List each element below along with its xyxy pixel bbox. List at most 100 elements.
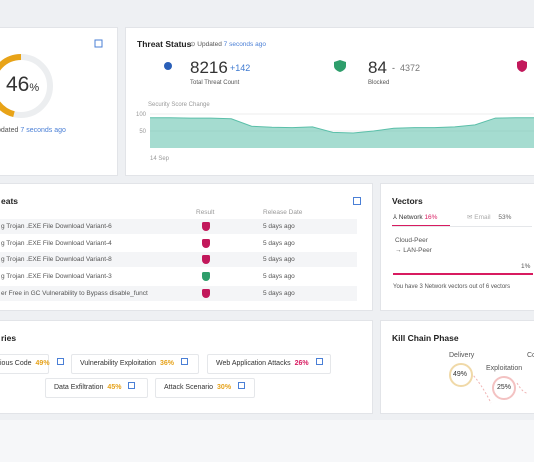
chip-icon xyxy=(56,358,64,365)
result-icon xyxy=(202,222,210,231)
categories-card: ries ious Code 49% Vulnerability Exploitat… xyxy=(0,320,373,414)
threat-row: g Trojan .EXE File Download Variant-8 5 d… xyxy=(0,252,357,268)
card-title: Threat Status xyxy=(137,39,192,49)
updated-time: 7 seconds ago xyxy=(20,127,66,134)
tab-label: Email xyxy=(474,214,491,221)
updated-label: Updated xyxy=(197,41,222,48)
vector-value: 1% xyxy=(521,263,531,270)
card-title: ries xyxy=(1,333,17,343)
card-title: Vectors xyxy=(392,196,423,206)
tab-label: Network xyxy=(398,214,423,221)
tab[interactable]: ⅄ Network 16% xyxy=(393,214,438,221)
chip-value: 36% xyxy=(160,360,175,367)
vector-from: Cloud-Peer xyxy=(395,237,428,244)
kill-chain-diagram xyxy=(449,363,528,404)
chip-value: 26% xyxy=(294,360,309,367)
chip-label: ious Code xyxy=(0,360,32,367)
shield-icon xyxy=(334,60,346,72)
category-chip[interactable]: Web Application Attacks 26% xyxy=(207,354,331,374)
bug-icon xyxy=(164,62,172,70)
chip-value: 49% xyxy=(35,360,50,367)
overview-card: 46% pdated 7 seconds ago xyxy=(0,27,118,176)
threat-row: g Trojan .EXE File Download Variant-4 5 d… xyxy=(0,235,357,251)
blocked-other: 4372 xyxy=(400,63,421,73)
tab-value: 16% xyxy=(424,214,438,221)
footer-strip xyxy=(0,420,534,462)
release-date: 5 days ago xyxy=(263,256,295,264)
vector-footer: You have 3 Network vectors out of 6 vect… xyxy=(393,284,511,290)
line xyxy=(150,117,534,134)
chip-icon xyxy=(238,382,246,389)
category-chip[interactable]: Attack Scenario 30% xyxy=(155,378,255,398)
threat-name: g Trojan .EXE File Download Variant-8 xyxy=(1,256,112,264)
chip-icon xyxy=(315,358,323,365)
total-value: 8216 xyxy=(190,58,228,77)
chip-label: Vulnerability Exploitation xyxy=(80,360,157,367)
category-chip[interactable]: Vulnerability Exploitation 36% xyxy=(71,354,199,374)
donut xyxy=(0,39,103,118)
chip-label: Attack Scenario xyxy=(164,384,214,391)
stat-icons xyxy=(164,60,527,72)
threat-status-card: Threat Status ⊙ Updated 7 seconds ago 82… xyxy=(125,27,534,176)
tab-value: 53% xyxy=(498,214,512,221)
release-date: 5 days ago xyxy=(263,289,295,297)
threat-row: er Free in GC Vulnerability to Bypass di… xyxy=(0,285,357,301)
chip-value: 30% xyxy=(217,384,232,391)
result-icon xyxy=(202,288,210,298)
y-tick-label: 100 xyxy=(136,112,147,118)
threat-name: er Free in GC Vulnerability to Bypass di… xyxy=(1,289,148,297)
score-unit: % xyxy=(29,82,40,94)
total-label: Total Threat Count xyxy=(190,80,240,86)
category-chip[interactable]: Data Exfiltration 45% xyxy=(45,378,148,398)
phase-value: 25% xyxy=(497,384,512,391)
updated-time: 7 seconds ago xyxy=(223,41,266,48)
phase-label: Delivery xyxy=(449,352,475,359)
blocked-sep: - xyxy=(392,63,395,73)
tab-underline xyxy=(392,225,450,227)
column-header: Result xyxy=(196,209,215,216)
score: 46% xyxy=(6,73,39,97)
tab[interactable]: ✉ Email 53% xyxy=(467,214,512,221)
result-icon xyxy=(202,238,210,248)
blocked-value: 84 xyxy=(368,58,387,77)
chip-value: 45% xyxy=(107,384,122,391)
export-icon xyxy=(94,39,103,48)
blocked-label: Blocked xyxy=(368,80,390,86)
kill-chain-card: Kill Chain Phase Delivery 49% Exploitati… xyxy=(380,320,534,414)
vectors-card: Vectors ⅄ Network 16% ✉ Email 53% Cloud-… xyxy=(380,183,534,311)
threat-name: g Trojan .EXE File Download Variant-4 xyxy=(1,239,112,247)
chip-icon xyxy=(128,382,136,389)
x-tick-label: 14 Sep xyxy=(150,156,170,162)
updated-label: pdated xyxy=(0,127,19,134)
divider xyxy=(392,226,532,227)
release-date: 5 days ago xyxy=(263,273,295,281)
updated: pdated 7 seconds ago xyxy=(0,127,66,134)
threat-name: g Trojan .EXE File Download Variant-6 xyxy=(1,223,112,230)
vector-to: → LAN-Peer xyxy=(395,247,432,254)
card-title: Kill Chain Phase xyxy=(392,333,459,343)
donut-arc xyxy=(0,54,53,118)
card-title: eats xyxy=(1,196,19,206)
threat-row: g Trojan .EXE File Download Variant-3 5 d… xyxy=(0,269,357,285)
updated: ⊙ Updated 7 seconds ago xyxy=(190,41,266,48)
result-icon xyxy=(202,255,210,265)
phase-value: 49% xyxy=(453,371,468,378)
release-date: 5 days ago xyxy=(263,239,295,247)
threats-card: eats Result Release Date g Trojan .EXE F… xyxy=(0,183,373,311)
chip-icon xyxy=(181,358,189,365)
vector-bar xyxy=(393,273,533,275)
column-header: Release Date xyxy=(263,209,303,216)
threat-name: g Trojan .EXE File Download Variant-3 xyxy=(1,273,112,281)
score-value: 46 xyxy=(6,73,30,96)
chart-title: Security Score Change xyxy=(148,102,210,108)
phase-label: Co xyxy=(527,352,534,359)
y-tick-label: 50 xyxy=(139,129,146,135)
table-icon xyxy=(353,197,361,205)
chip-label: Data Exfiltration xyxy=(54,384,104,391)
shield-icon xyxy=(517,60,527,72)
release-date: 5 days ago xyxy=(263,223,295,230)
phase-label: Exploitation xyxy=(486,365,523,372)
category-chip[interactable]: ious Code 49% xyxy=(0,354,64,374)
